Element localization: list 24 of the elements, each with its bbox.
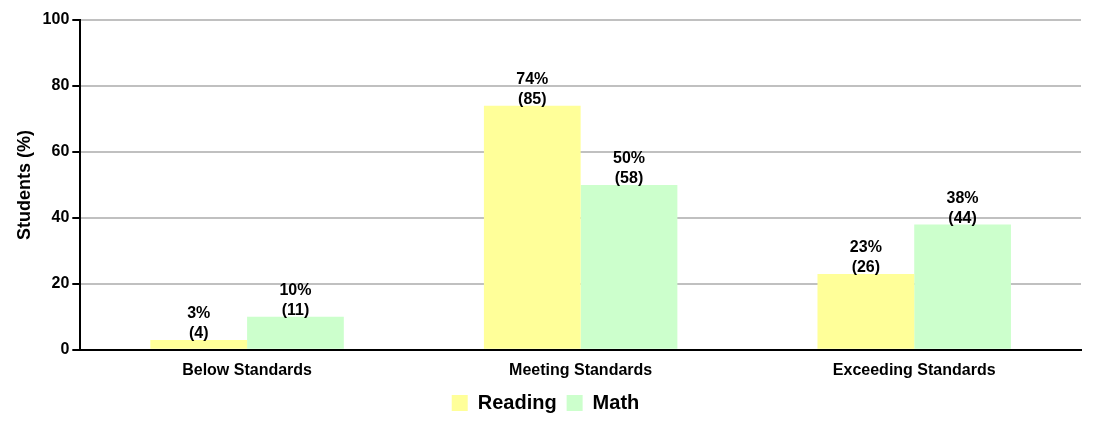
bar [817,273,915,349]
legend-label: Math [592,390,640,413]
data-label: 10% (11) [279,281,312,319]
data-label: 50% (58) [613,149,646,187]
x-tick-label: Below Standards [182,360,313,378]
x-tick-label: Meeting Standards [509,360,653,378]
y-tick-label: 0 [60,340,70,358]
data-label: 23% (26) [849,238,882,276]
bar [247,316,344,349]
bar [580,184,678,349]
bar [150,339,248,349]
bar [914,224,1011,349]
y-tick-label: 60 [51,142,70,160]
y-tick-label: 100 [42,10,70,28]
y-axis-title: Students (%) [13,129,34,240]
bar [483,105,581,349]
legend-label: Reading [477,390,557,413]
data-label: 74% (85) [516,70,549,108]
y-tick-label: 40 [51,208,70,226]
y-tick-label: 20 [51,274,70,292]
y-tick-label: 80 [51,76,70,94]
x-tick-label: Exceeding Standards [832,360,996,378]
data-label: 38% (44) [946,188,979,226]
data-label: 3% (4) [187,304,211,342]
